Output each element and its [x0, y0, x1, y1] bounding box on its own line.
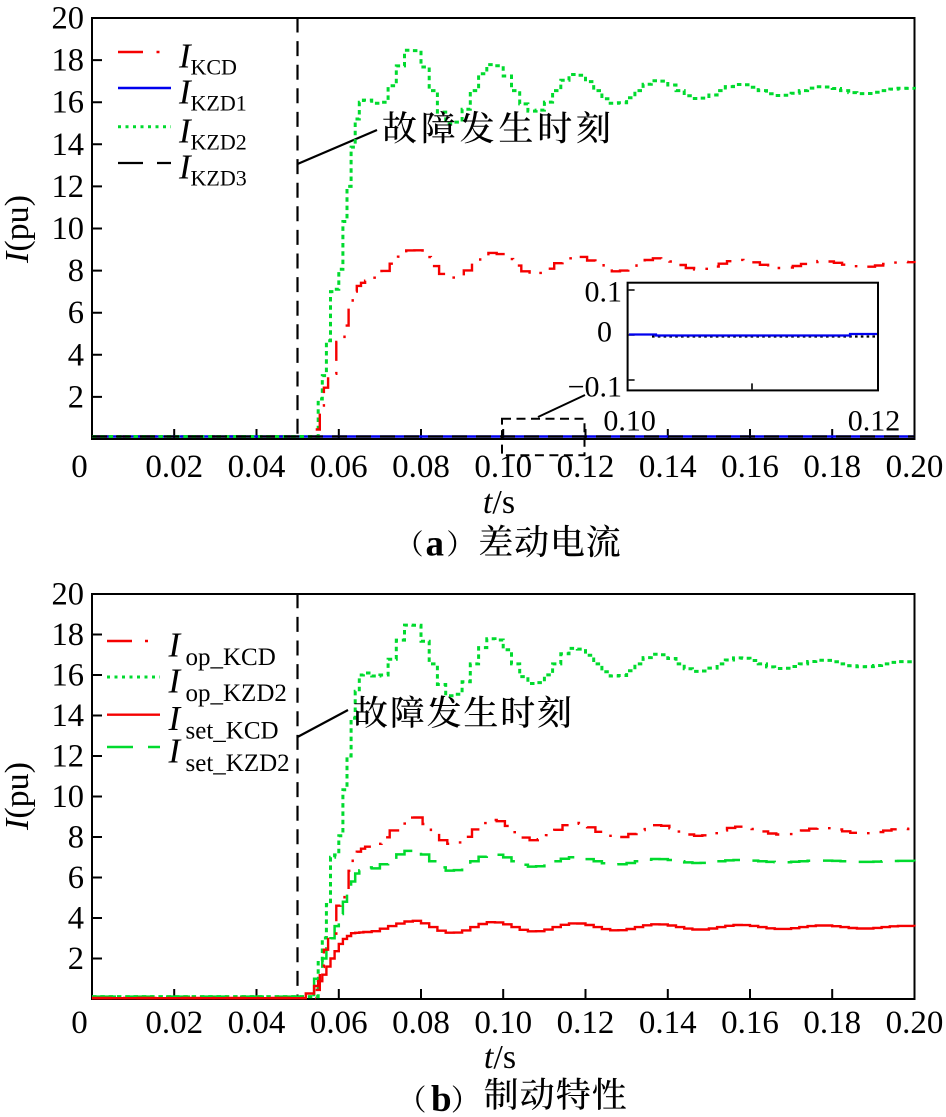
svg-text:I: I [168, 626, 183, 665]
svg-text:0.06: 0.06 [310, 1005, 368, 1041]
svg-text:I: I [168, 699, 183, 738]
svg-text:0.12: 0.12 [848, 405, 901, 438]
svg-text:0.1: 0.1 [585, 276, 623, 309]
svg-text:KCD: KCD [191, 55, 237, 80]
svg-text:set_KZD2: set_KZD2 [186, 750, 290, 777]
svg-text:10: 10 [52, 211, 85, 247]
svg-text:18: 18 [52, 617, 85, 653]
svg-text:2: 2 [68, 941, 84, 977]
svg-text:8: 8 [68, 820, 84, 856]
svg-text:I: I [168, 662, 183, 701]
svg-text:0.14: 0.14 [639, 449, 697, 485]
svg-text:0.18: 0.18 [803, 1005, 861, 1041]
svg-text:0: 0 [597, 316, 612, 349]
svg-text:I(pu): I(pu) [0, 195, 36, 264]
svg-text:I: I [178, 73, 193, 112]
svg-text:I(pu): I(pu) [0, 762, 36, 831]
svg-text:I: I [178, 111, 193, 150]
svg-text:0.10: 0.10 [603, 405, 656, 438]
svg-text:KZD3: KZD3 [191, 166, 247, 191]
svg-text:b: b [431, 1079, 452, 1117]
svg-text:14: 14 [52, 127, 85, 163]
svg-text:a: a [426, 524, 445, 565]
svg-text:6: 6 [68, 860, 84, 896]
svg-text:0.20: 0.20 [886, 1005, 944, 1041]
svg-text:0.20: 0.20 [886, 449, 944, 485]
svg-text:0.08: 0.08 [392, 449, 450, 485]
svg-text:0: 0 [71, 449, 88, 485]
svg-text:8: 8 [68, 253, 84, 289]
svg-text:set_KCD: set_KCD [186, 718, 279, 745]
svg-text:t/s: t/s [484, 1039, 516, 1076]
svg-text:4: 4 [68, 337, 84, 373]
svg-text:18: 18 [52, 43, 85, 79]
svg-text:0.06: 0.06 [310, 449, 368, 485]
svg-text:0.10: 0.10 [474, 1005, 532, 1041]
svg-text:2: 2 [68, 379, 84, 415]
svg-text:20: 20 [52, 1, 85, 37]
svg-text:KZD1: KZD1 [191, 91, 247, 116]
svg-text:0.04: 0.04 [228, 1005, 286, 1041]
svg-text:6: 6 [68, 295, 84, 331]
svg-text:10: 10 [52, 779, 85, 815]
svg-text:0.08: 0.08 [392, 1005, 450, 1041]
svg-text:I: I [178, 148, 193, 187]
svg-text:0.02: 0.02 [145, 1005, 203, 1041]
svg-text:4: 4 [68, 901, 84, 937]
svg-text:16: 16 [52, 85, 85, 121]
svg-text:op_KCD: op_KCD [186, 644, 276, 671]
svg-text:0.04: 0.04 [228, 449, 286, 485]
svg-text:12: 12 [52, 739, 85, 775]
svg-text:0.14: 0.14 [639, 1005, 697, 1041]
svg-text:0.16: 0.16 [721, 1005, 779, 1041]
svg-text:op_KZD2: op_KZD2 [186, 680, 287, 707]
svg-text:0: 0 [71, 1005, 88, 1041]
svg-text:0.16: 0.16 [721, 449, 779, 485]
svg-text:0.12: 0.12 [557, 1005, 615, 1041]
svg-text:14: 14 [52, 698, 85, 734]
svg-text:20: 20 [52, 577, 85, 613]
svg-text:12: 12 [52, 169, 85, 205]
svg-text:KZD2: KZD2 [191, 129, 247, 154]
svg-text:0.18: 0.18 [803, 449, 861, 485]
svg-text:16: 16 [52, 658, 85, 694]
svg-text:0.02: 0.02 [145, 449, 203, 485]
svg-text:I: I [178, 37, 193, 76]
svg-text:I: I [168, 732, 183, 771]
svg-text:t/s: t/s [483, 484, 515, 521]
